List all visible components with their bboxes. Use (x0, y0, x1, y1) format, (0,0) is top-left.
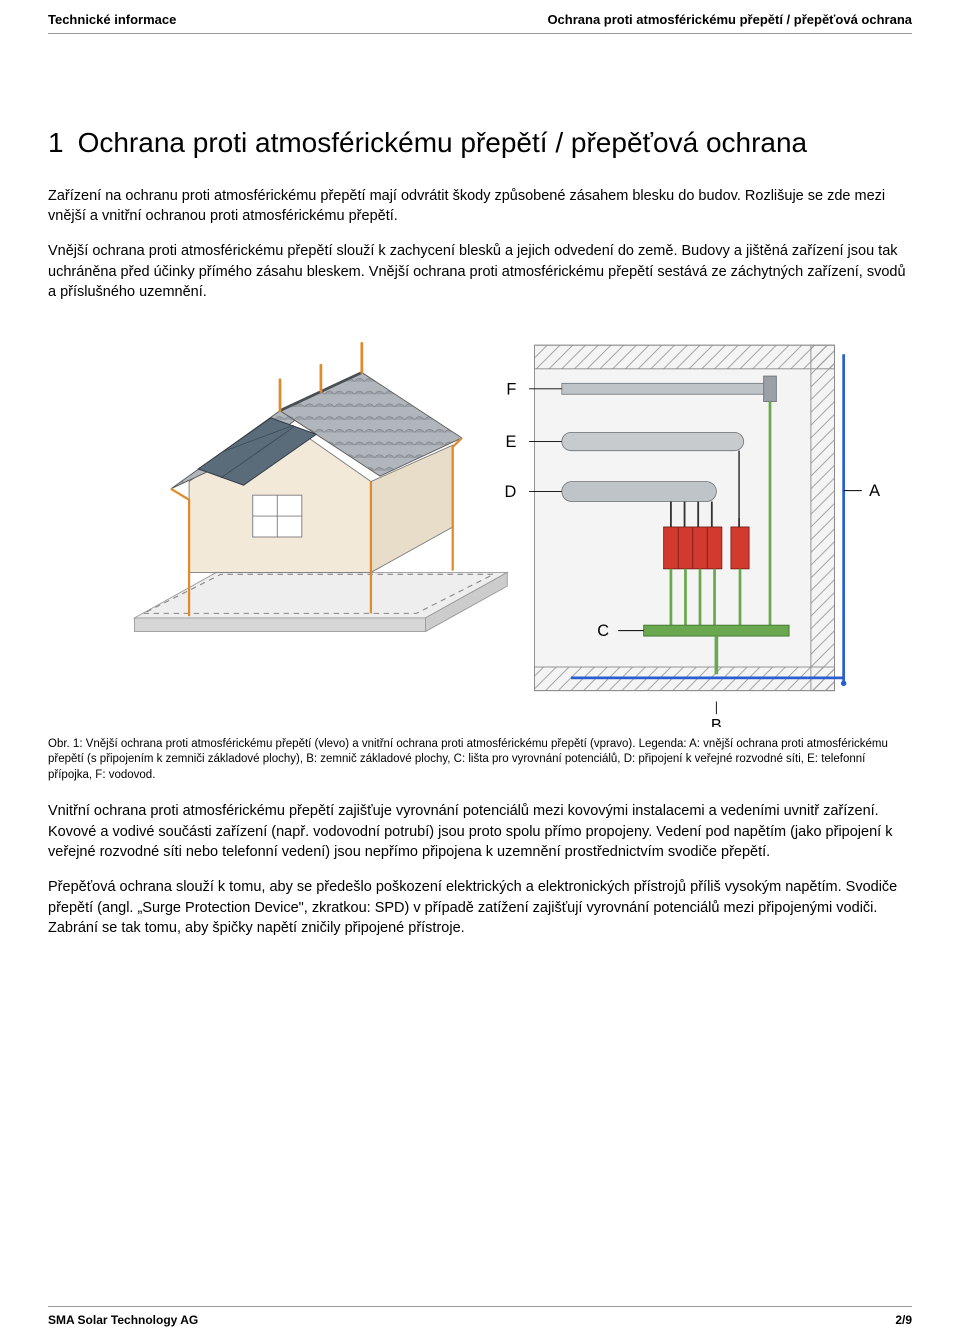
page-footer: SMA Solar Technology AG 2/9 (48, 1306, 912, 1327)
paragraph-4: Přepěťová ochrana slouží k tomu, aby se … (48, 877, 912, 939)
header-left: Technické informace (48, 12, 176, 27)
figure-label-e: E (505, 433, 516, 451)
paragraph-2: Vnější ochrana proti atmosférickému přep… (48, 241, 912, 303)
paragraph-1: Zařízení na ochranu proti atmosférickému… (48, 186, 912, 227)
figure-label-a: A (869, 482, 880, 500)
footer-right: 2/9 (895, 1313, 912, 1327)
section-title-text: Ochrana proti atmosférickému přepětí / p… (78, 127, 808, 158)
figure-label-d: D (505, 483, 517, 501)
lightning-protection-diagram: F E D C B A (70, 327, 890, 727)
figure-label-f: F (506, 380, 516, 398)
page-header: Technické informace Ochrana proti atmosf… (48, 0, 912, 34)
section-number: 1 (48, 127, 64, 158)
figure-label-c: C (597, 622, 609, 640)
footer-left: SMA Solar Technology AG (48, 1313, 198, 1327)
figure-1: F E D C B A (48, 327, 912, 727)
figure-label-b: B (711, 716, 722, 726)
section-title: 1 Ochrana proti atmosférickému přepětí / … (48, 124, 912, 162)
header-right: Ochrana proti atmosférickému přepětí / p… (547, 12, 912, 27)
figure-caption: Obr. 1: Vnější ochrana proti atmosférick… (48, 737, 912, 784)
paragraph-3: Vnitřní ochrana proti atmosférickému pře… (48, 801, 912, 863)
